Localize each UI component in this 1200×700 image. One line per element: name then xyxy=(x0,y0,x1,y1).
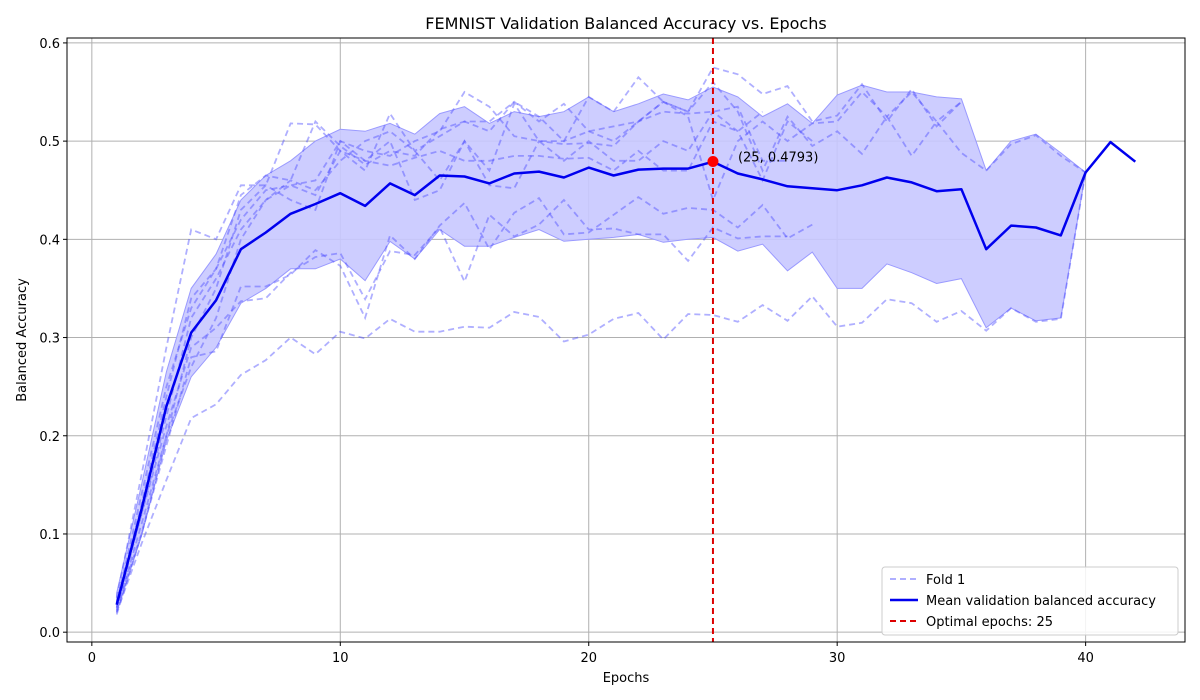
mean-line xyxy=(115,140,1137,606)
fold-line-9 xyxy=(115,101,813,615)
x-axis-label: Epochs xyxy=(603,671,650,686)
mean-layer: (25, 0.4793) xyxy=(115,140,1137,606)
y-tick-label: 0.0 xyxy=(39,626,60,641)
band-layer xyxy=(116,84,1087,613)
y-axis-label: Balanced Accuracy xyxy=(15,278,30,402)
legend-mean-label: Mean validation balanced accuracy xyxy=(926,594,1156,609)
fold-line-8 xyxy=(115,105,788,611)
y-tick-label: 0.2 xyxy=(39,430,60,445)
fold-line-3 xyxy=(115,198,788,603)
y-tick-label: 0.5 xyxy=(39,135,60,150)
x-ticks: 0 10 20 30 40 xyxy=(88,642,1094,666)
optimal-point xyxy=(707,155,719,167)
x-tick-label: 30 xyxy=(829,651,846,666)
fold-line-5 xyxy=(115,75,1087,598)
optimal-annotation: (25, 0.4793) xyxy=(738,150,818,165)
y-ticks: 0.0 0.1 0.2 0.3 0.4 0.5 0.6 xyxy=(39,37,67,641)
x-tick-label: 20 xyxy=(580,651,597,666)
std-band xyxy=(116,84,1087,613)
x-tick-label: 10 xyxy=(332,651,349,666)
chart-title: FEMNIST Validation Balanced Accuracy vs.… xyxy=(425,14,826,33)
plot-frame xyxy=(66,37,1186,643)
fold-lines xyxy=(115,66,1087,615)
y-tick-label: 0.1 xyxy=(39,528,60,543)
y-tick-label: 0.4 xyxy=(39,233,60,248)
legend-box xyxy=(881,566,1179,636)
fold-line-6 xyxy=(115,90,962,605)
legend-optimal-label: Optimal epochs: 25 xyxy=(926,615,1053,630)
x-tick-label: 40 xyxy=(1077,651,1094,666)
fold-line-2 xyxy=(115,196,813,608)
fold-line-1 xyxy=(115,172,1087,613)
fold-line-7 xyxy=(115,110,764,608)
fold-line-4 xyxy=(115,66,963,603)
legend-fold-label: Fold 1 xyxy=(926,573,965,588)
y-tick-label: 0.3 xyxy=(39,332,60,347)
x-tick-label: 0 xyxy=(88,651,96,666)
y-tick-label: 0.6 xyxy=(39,37,60,52)
legend: Fold 1 Mean validation balanced accuracy… xyxy=(881,566,1179,636)
